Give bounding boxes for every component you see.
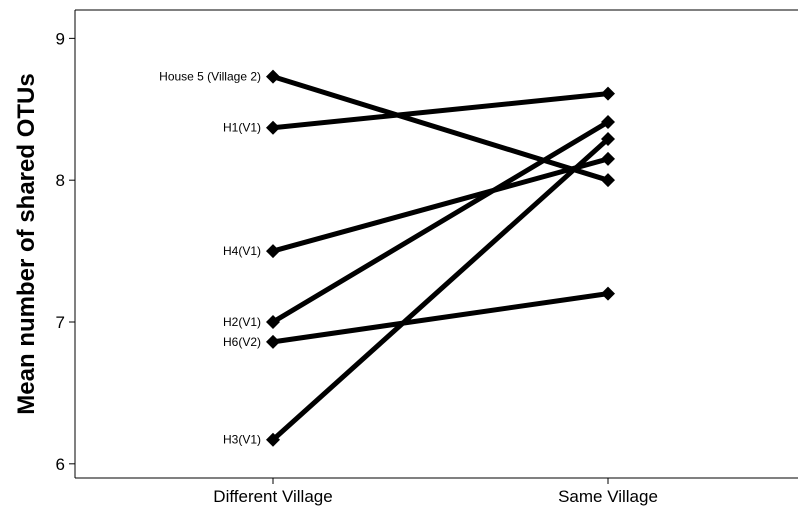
data-point-marker <box>266 334 280 349</box>
series-label: H6(V2) <box>223 335 261 349</box>
series-label: H2(V1) <box>223 315 261 329</box>
series-label: H3(V1) <box>223 433 261 447</box>
data-point-marker <box>266 432 280 447</box>
data-point-marker <box>601 86 615 101</box>
data-point-marker <box>601 173 615 188</box>
x-tick-label: Different Village <box>213 487 332 506</box>
series-label: House 5 (Village 2) <box>159 70 261 84</box>
data-point-marker <box>601 132 615 147</box>
data-point-marker <box>266 244 280 259</box>
x-ticks: Different Village Same Village <box>213 478 658 506</box>
y-ticks: 6 7 8 9 <box>56 29 75 474</box>
data-point-marker <box>266 120 280 135</box>
series-label: H1(V1) <box>223 121 261 135</box>
data-point-marker <box>601 115 615 130</box>
x-tick-label: Same Village <box>558 487 658 506</box>
y-tick-label: 7 <box>56 313 65 332</box>
y-tick-label: 6 <box>56 455 65 474</box>
data-point-marker <box>601 286 615 301</box>
data-point-marker <box>601 151 615 166</box>
series-line <box>270 74 611 183</box>
series-line <box>270 156 611 254</box>
series-line <box>270 119 611 325</box>
series-line <box>270 291 611 345</box>
axes <box>74 9 798 479</box>
y-tick-label: 8 <box>56 171 65 190</box>
series-line <box>270 136 611 443</box>
y-tick-label: 9 <box>56 29 65 48</box>
data-point-marker <box>266 315 280 329</box>
series-label: H4(V1) <box>223 244 261 258</box>
series-group: House 5 (Village 2) H1(V1) H4(V1) H2(V1) H6(… <box>159 69 615 447</box>
data-point-marker <box>266 69 280 84</box>
y-axis-label: Mean number of shared OTUs <box>13 73 40 414</box>
series-line <box>270 91 611 131</box>
